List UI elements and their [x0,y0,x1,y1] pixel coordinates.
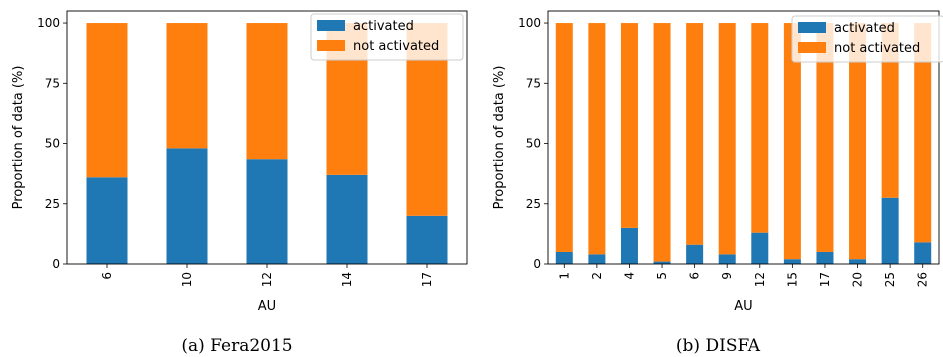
y-tick-label: 50 [45,137,60,151]
legend-label: not activated [834,41,920,56]
bar-activated-au-12 [751,232,769,264]
bar-activated-au-2 [588,254,606,264]
bar-not-activated-au-6 [686,23,704,245]
bar-activated-au-1 [555,251,573,264]
x-tick-label: 25 [883,272,897,287]
x-tick-label: 2 [590,272,604,280]
bar-not-activated-au-12 [246,23,288,160]
y-tick-label: 0 [52,257,60,271]
x-tick-label: 10 [180,272,194,287]
bar-activated-au-9 [718,254,736,264]
bar-activated-au-14 [326,174,368,264]
x-tick-label: 17 [420,272,434,287]
y-tick-label: 100 [518,16,541,30]
bar-not-activated-au-6 [86,23,128,178]
y-tick-label: 50 [526,137,541,151]
legend-swatch [798,22,826,33]
legend-swatch [798,42,826,53]
bar-not-activated-au-10 [166,23,208,149]
x-tick-label: 14 [340,272,354,287]
bar-activated-au-15 [783,259,801,264]
bar-not-activated-au-17 [816,23,834,252]
x-axis-label: AU [258,299,276,314]
bar-activated-au-25 [881,197,899,264]
y-tick-label: 25 [526,197,541,211]
x-tick-label: 12 [260,272,274,287]
legend-box [310,13,464,61]
bar-activated-au-6 [686,244,704,264]
bar-not-activated-au-9 [718,23,736,255]
y-tick-label: 75 [526,76,541,90]
bar-not-activated-au-12 [751,23,769,233]
bar-activated-au-17 [816,251,834,264]
bar-not-activated-au-26 [914,23,932,243]
x-tick-label: 9 [720,272,734,280]
plot-frame [66,10,468,265]
x-tick-label: 20 [851,272,865,287]
y-tick-label: 100 [37,16,60,30]
legend-swatch [317,40,345,51]
bar-activated-au-26 [914,242,932,264]
x-axis-label: AU [734,299,752,314]
bar-not-activated-au-20 [849,23,867,260]
bar-not-activated-au-2 [588,23,606,255]
bar-activated-au-5 [653,261,671,264]
legend-label: not activated [353,39,439,54]
x-tick-label: 4 [622,272,636,280]
legend-label: activated [353,19,414,34]
bar-not-activated-au-5 [653,23,671,262]
y-tick-label: 0 [533,257,541,271]
x-tick-label: 17 [818,272,832,287]
bar-activated-au-20 [849,259,867,264]
chart-caption: (a) Fera2015 [181,336,292,356]
chart-caption: (b) DISFA [676,336,761,356]
y-tick-label: 25 [45,197,60,211]
x-tick-label: 6 [688,272,702,280]
bar-activated-au-17 [406,215,448,264]
legend-swatch [317,20,345,31]
x-tick-label: 26 [916,272,930,287]
x-tick-label: 1 [557,272,571,280]
bar-activated-au-10 [166,148,208,264]
y-axis-label: Proportion of data (%) [492,66,507,210]
legend-box [791,15,943,63]
bar-not-activated-au-25 [881,23,899,198]
bar-activated-au-12 [246,159,288,264]
bar-activated-au-6 [86,177,128,264]
bar-not-activated-au-15 [783,23,801,260]
y-axis-label: Proportion of data (%) [11,66,26,210]
x-tick-label: 12 [753,272,767,287]
bar-not-activated-au-4 [620,23,638,228]
legend-label: activated [834,21,895,36]
x-tick-label: 6 [100,272,114,280]
bar-not-activated-au-1 [555,23,573,252]
y-tick-label: 75 [45,76,60,90]
x-tick-label: 5 [655,272,669,280]
plot-frame [547,10,940,265]
bar-activated-au-4 [620,227,638,264]
x-tick-label: 15 [785,272,799,287]
